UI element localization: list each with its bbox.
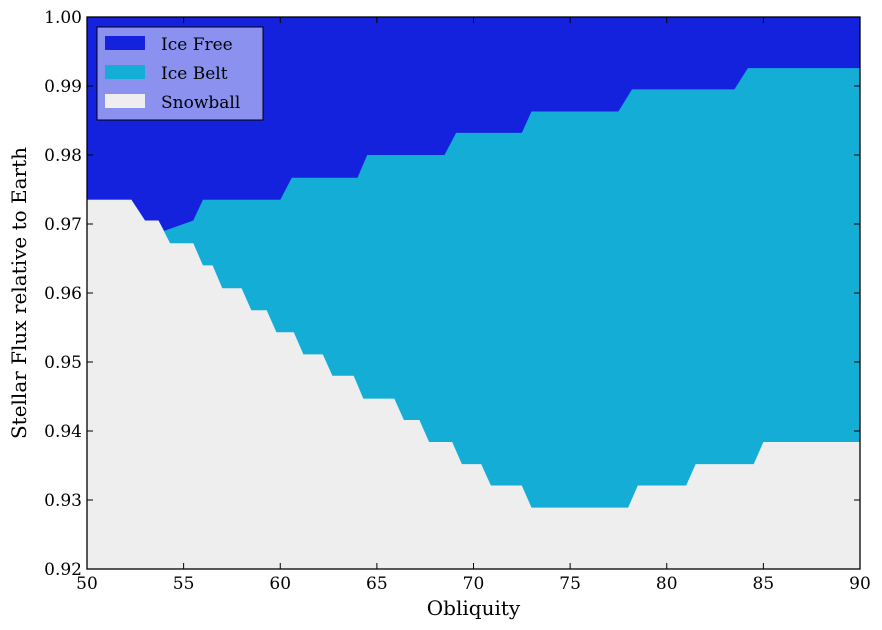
legend-swatch [105, 94, 145, 108]
x-tick-label: 70 [463, 574, 485, 594]
legend-label: Ice Belt [161, 64, 228, 84]
y-tick-label: 0.95 [44, 353, 82, 373]
snowball-region [87, 199, 860, 570]
legend: Ice Free Ice Belt Snowball [96, 26, 264, 121]
x-tick-label: 60 [269, 574, 291, 594]
y-tick-label: 0.92 [44, 560, 82, 580]
legend-label: Snowball [161, 93, 240, 113]
x-tick-label: 50 [76, 574, 98, 594]
legend-swatch [105, 36, 145, 50]
y-tick-label: 0.93 [44, 491, 82, 511]
y-tick-label: 0.98 [44, 146, 82, 166]
y-tick-label: 1.00 [44, 8, 82, 28]
y-tick-label: 0.97 [44, 215, 82, 235]
y-axis: 0.92 0.93 0.94 0.95 0.96 0.97 0.98 0.99 1.00 [44, 8, 860, 580]
y-axis-label: Stellar Flux relative to Earth [7, 147, 31, 439]
plot-area [86, 16, 861, 570]
x-tick-label: 90 [849, 574, 871, 594]
legend-swatch [105, 65, 145, 79]
y-tick-label: 0.96 [44, 284, 82, 304]
x-tick-label: 75 [559, 574, 581, 594]
x-axis: 50 55 60 65 70 75 80 85 90 [76, 17, 871, 594]
x-tick-label: 65 [366, 574, 388, 594]
x-tick-label: 85 [753, 574, 775, 594]
legend-label: Ice Free [161, 35, 233, 55]
x-tick-label: 55 [173, 574, 195, 594]
x-axis-label: Obliquity [427, 596, 521, 620]
y-tick-label: 0.99 [44, 77, 82, 97]
x-tick-label: 80 [656, 574, 678, 594]
y-tick-label: 0.94 [44, 422, 82, 442]
